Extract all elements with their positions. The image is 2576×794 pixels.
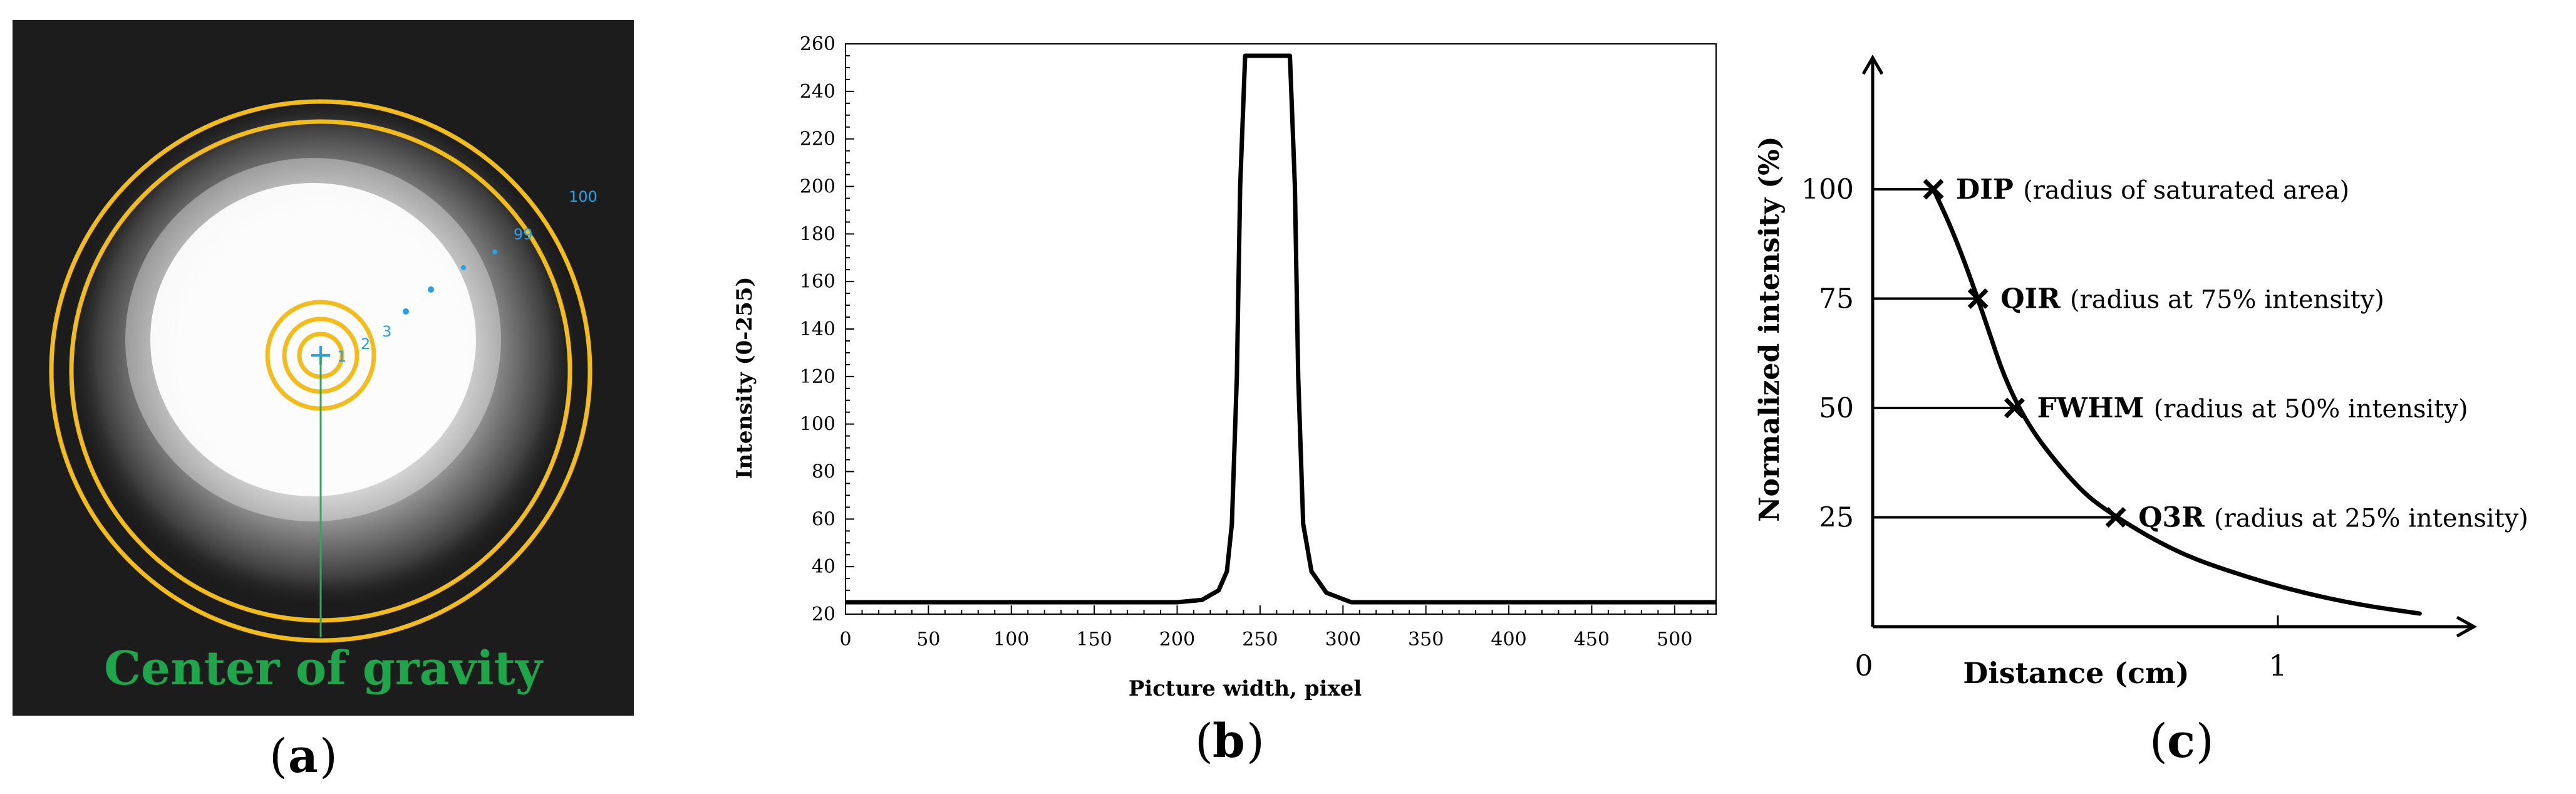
ring-label-2: 2 (361, 335, 370, 353)
x-tick-label: 300 (1325, 629, 1361, 650)
y-tick-label: 120 (800, 366, 835, 388)
caption-a-open: ( (269, 729, 287, 783)
marker-dot (403, 308, 409, 315)
marker-qir (1967, 288, 1989, 309)
marker-dot (428, 286, 434, 293)
x-tick-label: 250 (1242, 629, 1278, 650)
ring-label-1: 1 (337, 348, 346, 365)
y-axis-arrow (1861, 54, 1884, 75)
marker-fwhm (2004, 397, 2025, 419)
y-tick-label: 140 (800, 318, 835, 340)
x-tick-label: 100 (993, 629, 1029, 650)
caption-c-open: ( (2149, 714, 2168, 768)
x-tick-label: 350 (1408, 629, 1444, 650)
bright-spot-edge (125, 158, 501, 521)
intensity-profile-chart: 0 50 100 150 200 250 300 350 400 450 500 20 40 60 80 1… (732, 33, 1717, 768)
y-tick-label: 80 (812, 461, 835, 483)
intensity-line (846, 53, 1716, 605)
caption-b-open: ( (1195, 714, 1213, 768)
panel-b: 0 50 100 150 200 250 300 350 400 450 500 20 40 60 80 1… (689, 13, 1754, 777)
caption-b-letter: b (1213, 714, 1245, 768)
y-tick-labels: 20 40 60 80 100 120 140 160 180 200 220 240 260 (800, 33, 835, 625)
panel-a: 1 2 3 99 100 Center of gravity ( a ) (13, 20, 634, 783)
x-tick-label: 50 (916, 629, 940, 650)
annotation-name: FWHM (2037, 392, 2153, 424)
y-tick-label: 40 (812, 556, 835, 578)
bright-spot (150, 183, 476, 496)
normalized-intensity-chart: 100 75 50 25 DIP (radius of saturated area)… (1754, 54, 2528, 768)
y-tick-label: 240 (800, 81, 835, 103)
y-tick-label: 100 (1801, 174, 1854, 206)
caption-a-letter: a (288, 729, 318, 783)
threshold-markers (1923, 179, 2126, 528)
annotation-desc: (radius at 50% intensity) (2154, 395, 2468, 424)
guide-lines (1873, 188, 2116, 519)
x-tick-label: 450 (1574, 629, 1610, 650)
threshold-annotations: DIP (radius of saturated area) QIR (radiu… (1956, 174, 2528, 534)
marker-dot (461, 265, 466, 270)
plot-frame (845, 43, 1717, 615)
annotation-name: DIP (1956, 174, 2023, 206)
annotation-name: QIR (2000, 283, 2070, 315)
plot-area-border (845, 43, 1717, 615)
x-axis-label: Distance (cm) (1963, 656, 2189, 690)
y-tick-label: 75 (1819, 283, 1854, 315)
y-axis-label: Intensity (0-255) (732, 277, 757, 479)
x-tick-label: 200 (1159, 629, 1195, 650)
marker-dot (492, 249, 497, 254)
y-axis-label: Normalized intensity (%) (1754, 136, 1786, 521)
caption-c-close: ) (2196, 714, 2214, 768)
marker-q3r (2105, 507, 2126, 528)
series (846, 53, 1716, 605)
x-tick-label: 150 (1077, 629, 1112, 650)
annotation-q3r: Q3R (radius at 25% intensity) (2138, 502, 2528, 534)
y-tick-label: 100 (800, 414, 835, 436)
annotation-dip: DIP (radius of saturated area) (1956, 174, 2349, 206)
x-tick-labels: 0 50 100 150 200 250 300 350 400 450 500 (839, 629, 1692, 650)
origin-label: 0 (1854, 649, 1873, 682)
annotation-desc: (radius of saturated area) (2023, 176, 2349, 205)
y-tick-label: 20 (812, 603, 835, 625)
annotation-desc: (radius at 75% intensity) (2070, 286, 2384, 315)
tick-marks (845, 43, 1709, 615)
y-tick-labels: 100 75 50 25 (1801, 174, 1854, 534)
panel-c: 100 75 50 25 DIP (radius of saturated area)… (1741, 13, 2576, 777)
caption-c-letter: c (2167, 714, 2195, 768)
outer-ring-100 (49, 99, 592, 643)
ring-label-100: 100 (569, 188, 597, 206)
center-of-gravity-label: Center of gravity (104, 642, 544, 696)
annotation-fwhm: FWHM (radius at 50% intensity) (2037, 392, 2468, 424)
x-tick-label: 500 (1657, 629, 1692, 650)
y-tick-label: 200 (800, 176, 835, 198)
centroid-image: 1 2 3 99 100 Center of gravity ( a ) (13, 20, 634, 783)
caption-b-close: ) (1246, 714, 1265, 768)
ring-label-3: 3 (382, 323, 391, 340)
y-tick-label: 180 (800, 223, 835, 245)
caption-a-close: ) (319, 729, 338, 783)
x-axis-arrow (2456, 615, 2478, 638)
y-tick-label: 50 (1819, 392, 1854, 424)
x-axis-label: Picture width, pixel (1129, 676, 1362, 701)
annotation-desc: (radius at 25% intensity) (2214, 504, 2528, 533)
ring-label-99: 99 (514, 226, 533, 243)
y-tick-label: 60 (812, 508, 835, 530)
annotation-qir: QIR (radius at 75% intensity) (2000, 283, 2384, 315)
y-tick-label: 220 (800, 128, 835, 150)
y-tick-label: 160 (800, 271, 835, 293)
y-tick-label: 25 (1819, 502, 1854, 534)
x-tick-label-1: 1 (2268, 649, 2287, 682)
y-tick-label: 260 (800, 33, 835, 55)
marker-dip (1923, 179, 1944, 200)
annotation-name: Q3R (2138, 502, 2214, 534)
x-tick-label: 0 (839, 629, 851, 650)
x-tick-label: 400 (1491, 629, 1526, 650)
